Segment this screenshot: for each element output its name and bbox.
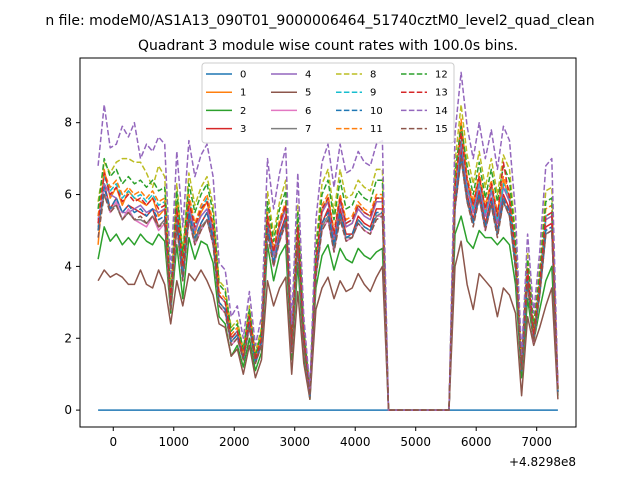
legend-item-1: 1 [206, 88, 246, 99]
legend-label: 3 [240, 124, 246, 135]
legend-item-0: 0 [206, 70, 246, 81]
legend-item-12: 12 [401, 70, 448, 81]
legend-label: 5 [305, 88, 311, 99]
y-tick-label: 6 [64, 188, 72, 202]
legend-label: 10 [370, 106, 383, 117]
x-tick-label: 2000 [219, 435, 250, 449]
y-tick-label: 2 [64, 331, 72, 345]
x-tick-label: 3000 [279, 435, 310, 449]
legend-label: 7 [305, 124, 311, 135]
x-tick-label: 4000 [340, 435, 371, 449]
series-line-5 [97, 240, 559, 411]
legend-label: 14 [435, 106, 448, 117]
series-line-11 [97, 118, 559, 411]
x-tick-label: 1000 [158, 435, 189, 449]
x-tick-label: 5000 [400, 435, 431, 449]
legend-item-3: 3 [206, 124, 246, 135]
legend-label: 1 [240, 88, 246, 99]
legend-item-15: 15 [401, 124, 448, 135]
series-line-10 [97, 154, 559, 411]
legend-item-11: 11 [336, 124, 383, 135]
legend-label: 15 [435, 124, 448, 135]
legend-label: 4 [305, 70, 311, 81]
legend-label: 2 [240, 106, 246, 117]
legend-label: 12 [435, 70, 448, 81]
x-tick-label: 0 [109, 435, 117, 449]
legend-item-10: 10 [336, 106, 383, 117]
axes-frame [79, 57, 577, 428]
series-line-15 [97, 157, 559, 411]
tick-layer: 0 1000 2000 3000 4000 5000 6000 7000 0 2 4 6 8 [64, 116, 552, 449]
legend-item-9: 9 [336, 88, 376, 99]
series-line-13 [97, 132, 559, 411]
series-line-12 [97, 125, 559, 411]
x-tick-label: 6000 [461, 435, 492, 449]
legend-item-6: 6 [271, 106, 311, 117]
series-line-14 [97, 71, 559, 411]
legend-item-7: 7 [271, 124, 311, 135]
series-layer [97, 71, 559, 411]
legend-item-13: 13 [401, 88, 448, 99]
x-tick-label: 7000 [521, 435, 552, 449]
y-tick-label: 8 [64, 116, 72, 130]
legend-label: 13 [435, 88, 448, 99]
y-tick-label: 4 [64, 259, 72, 273]
chart-suptitle: n file: modeM0/AS1A13_090T01_9000006464_… [45, 13, 594, 29]
series-line-2 [97, 215, 559, 411]
chart-title: Quadrant 3 module wise count rates with … [138, 38, 518, 54]
legend-item-2: 2 [206, 106, 246, 117]
legend-label: 11 [370, 124, 383, 135]
legend-item-14: 14 [401, 106, 448, 117]
x-offset-label: +4.8298e8 [509, 455, 576, 469]
legend-item-5: 5 [271, 88, 311, 99]
y-tick-label: 0 [64, 403, 72, 417]
legend-frame [201, 62, 455, 144]
legend-label: 6 [305, 106, 311, 117]
legend-item-4: 4 [271, 70, 311, 81]
legend-label: 9 [370, 88, 376, 99]
legend-label: 0 [240, 70, 246, 81]
legend-label: 8 [370, 70, 376, 81]
legend-item-8: 8 [336, 70, 376, 81]
